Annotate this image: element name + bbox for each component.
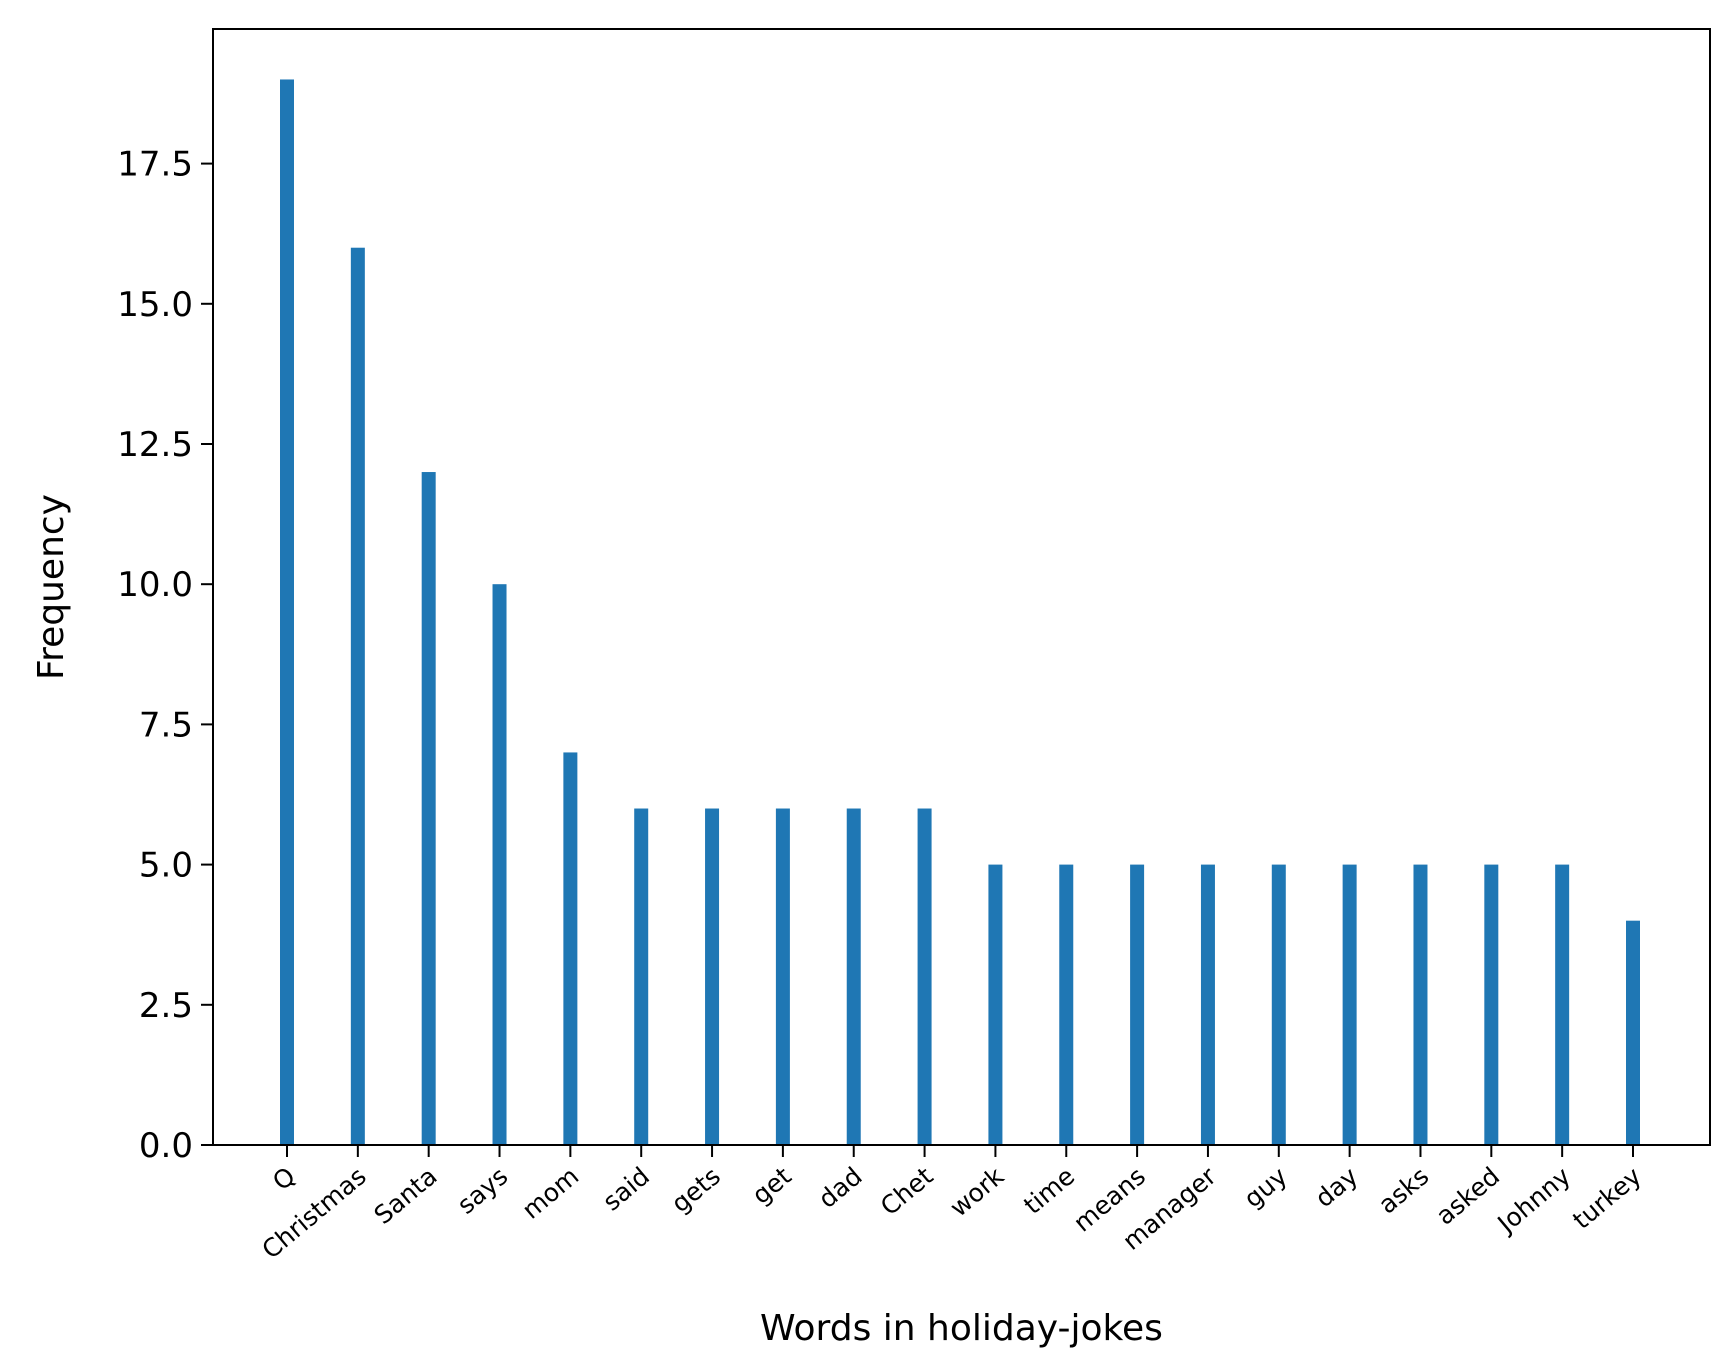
x-tick-label-says: says (452, 1161, 514, 1219)
bar-manager (1200, 864, 1215, 1145)
x-tick-label-dad: dad (813, 1161, 868, 1213)
bar-santa (421, 472, 436, 1146)
bar-asks (1413, 864, 1428, 1145)
x-tick-label-asks: asks (1373, 1161, 1434, 1219)
y-tick-label: 2.5 (139, 986, 193, 1026)
bar-says (492, 584, 507, 1145)
bar-time (1059, 864, 1074, 1145)
bar-mom (563, 752, 578, 1145)
bar-chet (917, 808, 932, 1145)
bar-get (775, 808, 790, 1145)
y-tick-label: 15.0 (117, 285, 193, 325)
x-tick-label-santa: Santa (369, 1161, 443, 1230)
x-tick-label-q: Q (267, 1161, 301, 1196)
x-tick-label-chet: Chet (875, 1161, 939, 1221)
y-axis: 0.0 2.5 5.0 7.5 10.0 12.5 15.0 17.5 (117, 145, 213, 1166)
x-tick-label-turkey: turkey (1567, 1161, 1647, 1235)
bar-gets (705, 808, 720, 1145)
x-tick-label-said: said (597, 1161, 655, 1216)
x-axis-label: Words in holiday-jokes (760, 1308, 1163, 1349)
bar-work (988, 864, 1003, 1145)
bar-turkey (1626, 920, 1640, 1145)
x-tick-label-asked: asked (1430, 1161, 1505, 1230)
bar-johnny (1555, 864, 1570, 1145)
bar-day (1342, 864, 1357, 1145)
x-tick-label-gets: gets (666, 1161, 726, 1218)
y-axis-label: Frequency (31, 494, 72, 680)
x-tick-label-time: time (1018, 1161, 1080, 1220)
y-tick-label: 12.5 (117, 425, 193, 465)
y-tick-label: 17.5 (117, 145, 193, 185)
x-tick-label-day: day (1310, 1161, 1364, 1213)
bar-christmas (350, 247, 365, 1145)
bars-group (280, 79, 1640, 1146)
x-tick-label-work: work (944, 1161, 1009, 1222)
y-tick-label: 5.0 (139, 846, 193, 886)
bar-q (280, 79, 294, 1145)
x-tick-label-johnny: Johnny (1491, 1161, 1576, 1239)
bar-dad (846, 808, 861, 1145)
bar-said (634, 808, 649, 1145)
x-tick-label-get: get (747, 1161, 797, 1210)
bar-means (1130, 864, 1145, 1145)
bar-asked (1484, 864, 1499, 1145)
bar-guy (1271, 864, 1286, 1145)
plot-frame (212, 28, 1711, 1146)
y-tick-label: 10.0 (117, 565, 193, 605)
x-tick-label-guy: guy (1238, 1161, 1292, 1213)
y-tick-label: 0.0 (139, 1126, 193, 1166)
x-tick-label-mom: mom (517, 1161, 585, 1224)
y-tick-label: 7.5 (139, 705, 193, 745)
